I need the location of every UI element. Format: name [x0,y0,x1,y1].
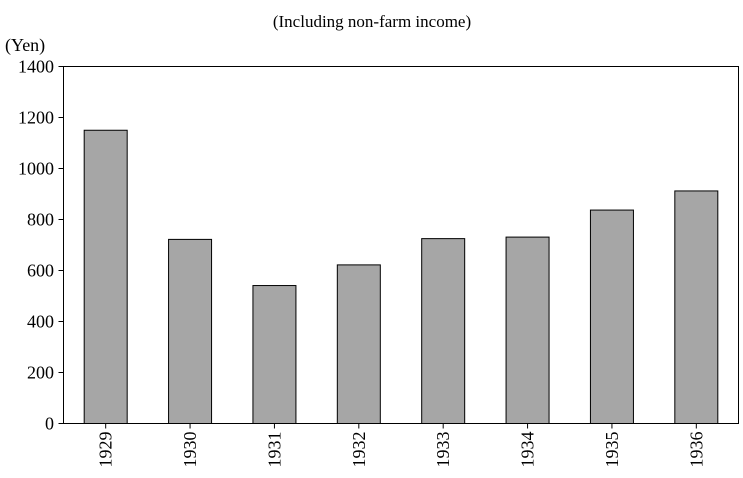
x-tick-label-1929: 1929 [96,432,116,468]
y-axis-label: (Yen) [5,35,45,56]
bar-1934 [505,236,550,424]
bar-1929 [83,129,128,424]
bar-1936 [674,190,719,424]
x-tick-label-1932: 1932 [349,432,369,468]
x-tick-label-1935: 1935 [602,432,622,468]
x-tick-label-1934: 1934 [518,432,538,468]
bar-1933 [421,238,466,424]
y-tick-label: 1200 [18,108,54,128]
x-tick-label-1933: 1933 [433,432,453,468]
y-axis: 0 200 400 600 800 1000 1200 1400 [18,57,64,434]
y-tick-label: 400 [27,312,54,332]
y-tick-label: 1000 [18,159,54,179]
x-tick-label-1931: 1931 [264,432,284,468]
y-tick-label: 800 [27,210,54,230]
x-tick-label-1936: 1936 [686,432,706,468]
y-tick-label: 600 [27,261,54,281]
bar-1930 [168,238,213,424]
chart-subtitle: (Including non-farm income) [273,12,471,31]
x-tick-label-1930: 1930 [180,432,200,468]
y-tick-label: 0 [45,414,54,434]
bar-1931 [252,285,297,425]
bar-1935 [589,209,634,424]
bars-group [83,129,719,425]
y-tick-label: 1400 [18,57,54,77]
plot-area-frame [63,66,739,424]
bar-1932 [336,264,381,425]
y-tick-label: 200 [27,363,54,383]
x-axis: 1929 1930 1931 1932 1933 1934 1935 1936 [96,423,706,468]
